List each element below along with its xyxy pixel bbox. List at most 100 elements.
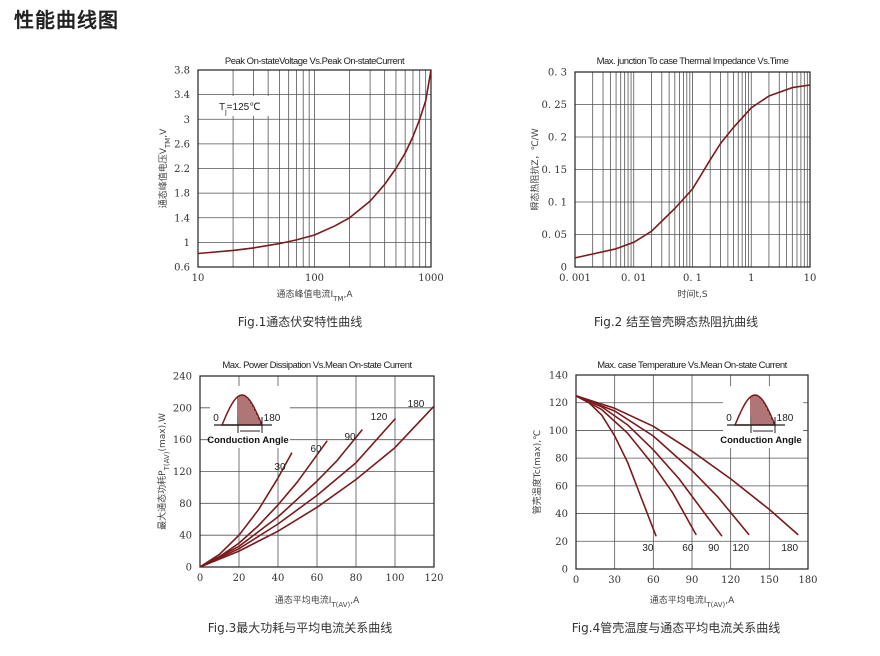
series-label-90: 90 <box>708 543 720 554</box>
conduction-angle-inset: 0 180 Conduction Angle <box>207 386 290 448</box>
series-line-Tj=125℃ <box>198 70 431 255</box>
x-axis-label: 通态平均电流IT(AV),A <box>650 594 735 609</box>
chart-4: 0 30 60 90 120 150 180 0 20 40 60 80 100 120 140 Max. c… <box>531 360 818 635</box>
inset-right-label: 180 <box>264 413 281 424</box>
chart-title: Max. junction To case Thermal Impedance … <box>597 56 789 67</box>
x-tick-label: 80 <box>350 573 363 584</box>
series-group <box>200 405 434 567</box>
series-line-90 <box>200 429 363 567</box>
series-label-30: 30 <box>274 462 286 473</box>
chart-3: 0 20 40 60 80 100 120 0 40 80 120 160 200 240 Max. Pow… <box>156 360 444 635</box>
figure-caption: Fig.3最大功耗与平均电流关系曲线 <box>208 621 392 635</box>
chart-title: Max. case Temperature Vs.Mean On-state C… <box>597 360 787 371</box>
series-group <box>198 70 431 255</box>
x-tick-label: 30 <box>608 575 621 586</box>
series-group <box>576 395 799 537</box>
x-tick-label: 0. 1 <box>683 273 702 284</box>
y-tick-label: 1.4 <box>174 213 190 224</box>
series-label-30: 30 <box>642 543 654 554</box>
x-tick-label: 10 <box>804 273 817 284</box>
tick-labels: 0. 001 0. 01 0. 1 1 10 0 0. 05 0. 1 0. 15 0. 2 0. … <box>542 68 817 285</box>
series-line-90 <box>576 395 723 537</box>
y-tick-label: 0. 15 <box>542 165 567 176</box>
inset-caption: Conduction Angle <box>720 435 801 446</box>
inset-left-label: 0 <box>726 413 732 424</box>
y-tick-label: 1 <box>184 238 190 249</box>
y-tick-label: 140 <box>549 371 568 382</box>
y-tick-label: 3.4 <box>174 90 190 101</box>
y-tick-label: 0.6 <box>174 263 190 274</box>
figure-caption: Fig.4管壳温度与通态平均电流关系曲线 <box>572 620 780 635</box>
y-tick-label: 0. 2 <box>548 133 567 144</box>
y-tick-label: 2.6 <box>174 139 190 150</box>
y-tick-label: 120 <box>549 398 568 409</box>
y-tick-label: 0. 05 <box>542 230 567 241</box>
x-tick-label: 10 <box>192 273 205 284</box>
y-tick-label: 40 <box>555 509 568 520</box>
plot-frame <box>575 374 809 570</box>
x-axis-label: 通态峰值电流ITM,A <box>276 288 353 303</box>
y-tick-label: 20 <box>555 537 568 548</box>
series-label-180: 180 <box>408 399 425 410</box>
x-tick-label: 60 <box>311 573 324 584</box>
x-tick-label: 100 <box>385 573 404 584</box>
y-axis-label: 通态峰值电压VTM,V <box>157 128 172 208</box>
y-axis-label: 管壳温度Tc(max),℃ <box>531 430 543 515</box>
series-label-60: 60 <box>682 543 694 554</box>
x-tick-label: 120 <box>721 575 740 586</box>
x-tick-label: 20 <box>233 573 246 584</box>
tj-annotation: Tj=125℃ <box>212 96 270 116</box>
tick-labels: 10 100 1000 0.6 1 1.4 1.8 2.2 2.6 3 3.4 3.8 <box>174 66 444 285</box>
y-tick-label: 0 <box>561 263 567 274</box>
figure-caption: Fig.2 结至管壳瞬态热阻抗曲线 <box>594 314 758 329</box>
x-axis-label: 通态平均电流IT(AV),A <box>275 594 360 609</box>
series-label-120: 120 <box>732 543 749 554</box>
y-tick-label: 100 <box>549 426 568 437</box>
y-tick-label: 60 <box>555 481 568 492</box>
series-label-60: 60 <box>310 444 322 455</box>
plot-frame <box>574 71 811 268</box>
x-tick-label: 120 <box>424 573 443 584</box>
y-tick-label: 1.8 <box>174 189 190 200</box>
y-tick-label: 80 <box>179 499 192 510</box>
series-line-Zth(j-c) <box>575 84 810 259</box>
series-line-180 <box>200 405 434 567</box>
inset-right-label: 180 <box>777 413 794 424</box>
y-tick-label: 0 <box>186 563 192 574</box>
inset-caption: Conduction Angle <box>207 435 288 446</box>
x-tick-label: 90 <box>686 575 699 586</box>
y-tick-label: 40 <box>179 531 192 542</box>
x-axis-label: 时间t,S <box>677 288 707 300</box>
y-tick-label: 160 <box>173 435 192 446</box>
series-label-120: 120 <box>371 412 388 423</box>
y-axis-label: 瞬态热阻抗Z，℃/W <box>529 128 541 210</box>
x-tick-label: 60 <box>647 575 660 586</box>
y-axis-label: 最大通态功耗PT(AV)(max),W <box>156 413 171 530</box>
x-tick-label: 1 <box>748 273 754 284</box>
conduction-angle-inset: 0 180 Conduction Angle <box>720 386 803 448</box>
y-tick-label: 120 <box>173 467 192 478</box>
y-tick-label: 0. 3 <box>548 68 567 79</box>
series-line-120 <box>200 418 396 567</box>
chart-title: Peak On-stateVoltage Vs.Peak On-stateCur… <box>225 56 405 67</box>
y-tick-label: 2.2 <box>174 164 190 175</box>
x-tick-label: 100 <box>305 273 324 284</box>
x-tick-label: 0 <box>197 573 203 584</box>
series-line-30 <box>200 452 293 567</box>
x-tick-label: 40 <box>272 573 285 584</box>
x-tick-label: 0. 001 <box>559 273 591 284</box>
y-tick-label: 200 <box>173 403 192 414</box>
x-tick-label: 0. 01 <box>621 273 646 284</box>
annotation-bg <box>212 96 270 116</box>
tick-labels: 0 30 60 90 120 150 180 0 20 40 60 80 100 120 140 <box>549 371 818 587</box>
chart-2: 0. 001 0. 01 0. 1 1 10 0 0. 05 0. 1 0. 15 0. 2 0. … <box>529 56 816 329</box>
series-line-120 <box>576 395 750 536</box>
plot-frame <box>197 69 432 268</box>
x-tick-label: 0 <box>573 575 579 586</box>
series-line-180 <box>576 395 799 536</box>
inset-left-label: 0 <box>213 413 219 424</box>
annotation-text: Tj=125℃ <box>219 102 260 116</box>
page-title: 性能曲线图 <box>14 8 119 32</box>
gridlines <box>575 72 810 267</box>
